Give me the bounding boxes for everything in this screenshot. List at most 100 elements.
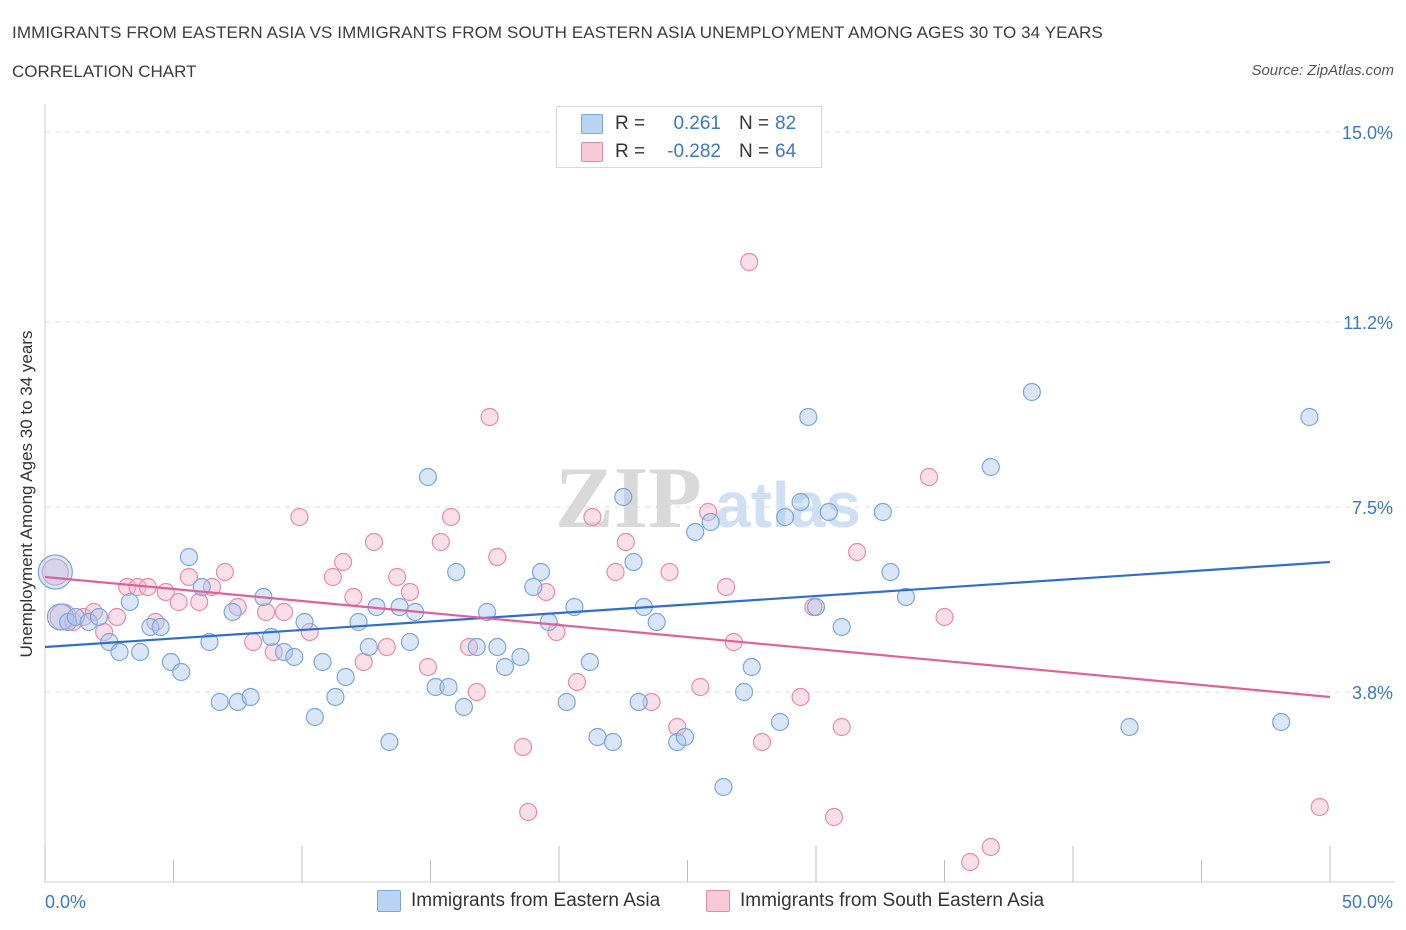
data-point [390,597,409,617]
data-point [377,637,396,657]
x-tick-label: 0.0% [45,892,86,912]
data-point [629,692,648,712]
data-point [547,622,566,642]
data-point [305,707,324,727]
n-value: 82 [775,113,797,134]
data-point [84,602,103,622]
data-point [1272,712,1291,732]
data-point [179,547,199,567]
data-point [714,777,733,797]
data-point [881,562,900,582]
data-point [776,507,795,527]
data-point [660,562,679,582]
data-point [1310,797,1329,817]
data-point [426,677,445,697]
data-point [511,647,530,667]
data-point [824,807,844,827]
legend-label: Immigrants from South Eastern Asia [740,890,1045,911]
r-value: -0.282 [667,141,721,162]
data-point [580,652,599,672]
data-point [557,692,576,712]
data-point [223,602,242,622]
data-point [130,642,150,662]
data-point [228,597,247,617]
data-point [740,252,759,272]
data-point [519,802,538,822]
data-point [107,607,127,627]
data-point [467,637,486,657]
data-point [770,712,790,732]
n-label: N = [739,113,770,134]
data-point [752,732,772,752]
data-point [151,617,170,637]
data-point [441,507,461,527]
data-point [118,577,137,597]
axes [44,104,1395,883]
data-point [616,532,635,552]
data-point [603,732,623,752]
data-point [480,407,499,427]
data-point [832,717,851,737]
data-point [467,682,486,702]
data-point [806,597,826,617]
watermark-atlas: atlas [715,469,861,541]
data-point [418,467,438,487]
data-point [524,577,543,597]
data-point [919,467,939,487]
stats-legend: R = 0.261 N = 82 R = -0.282 N = 64 [556,106,822,168]
stats-row-south-eastern-asia: R = -0.282 N = 64 [581,139,796,165]
data-point [146,612,165,632]
data-point [326,687,345,707]
legend-item-eastern-asia[interactable]: Immigrants from Eastern Asia [377,888,660,914]
data-point [46,603,75,631]
data-point [1300,407,1319,427]
data-point [190,592,209,612]
n-value: 64 [775,141,797,162]
data-point [244,632,263,652]
data-point [1022,382,1041,402]
chart-title: IMMIGRANTS FROM EASTERN ASIA VS IMMIGRAN… [12,23,1103,42]
data-point [431,532,450,552]
data-point [336,667,355,687]
data-point [791,687,810,707]
data-point [567,672,587,692]
data-point [799,407,818,427]
data-point [606,562,625,582]
data-point [141,617,160,637]
data-point [495,657,515,677]
data-point [614,487,633,507]
data-point [675,727,695,747]
y-tick-label: 11.2% [1343,313,1393,333]
data-point [210,692,229,712]
data-point [349,612,368,632]
data-point [624,552,643,572]
data-point [488,547,507,567]
data-point [981,457,1000,477]
data-point [37,554,73,590]
data-point [169,592,188,612]
data-point [686,522,705,542]
r-label: R = [615,141,646,162]
data-point [691,677,710,697]
data-point [734,682,754,702]
data-point [668,717,687,737]
data-point [79,612,98,632]
y-tick-label: 7.5% [1352,498,1393,518]
data-point [89,607,109,627]
legend-item-south-eastern-asia[interactable]: Immigrants from South Eastern Asia [706,888,1044,914]
data-point [531,562,551,582]
data-point [439,677,458,697]
blue-swatch [581,114,603,134]
data-point [539,612,558,632]
data-point [300,622,319,642]
r-label: R = [615,113,646,134]
y-tick-label: 3.8% [1352,683,1393,703]
data-point [200,632,219,652]
data-point [364,532,384,552]
source-credit: Source: ZipAtlas.com [1251,62,1394,79]
data-point [400,632,420,652]
trend-line [44,575,1331,699]
data-point [488,637,507,657]
n-label: N = [739,141,770,162]
data-point [588,727,607,747]
